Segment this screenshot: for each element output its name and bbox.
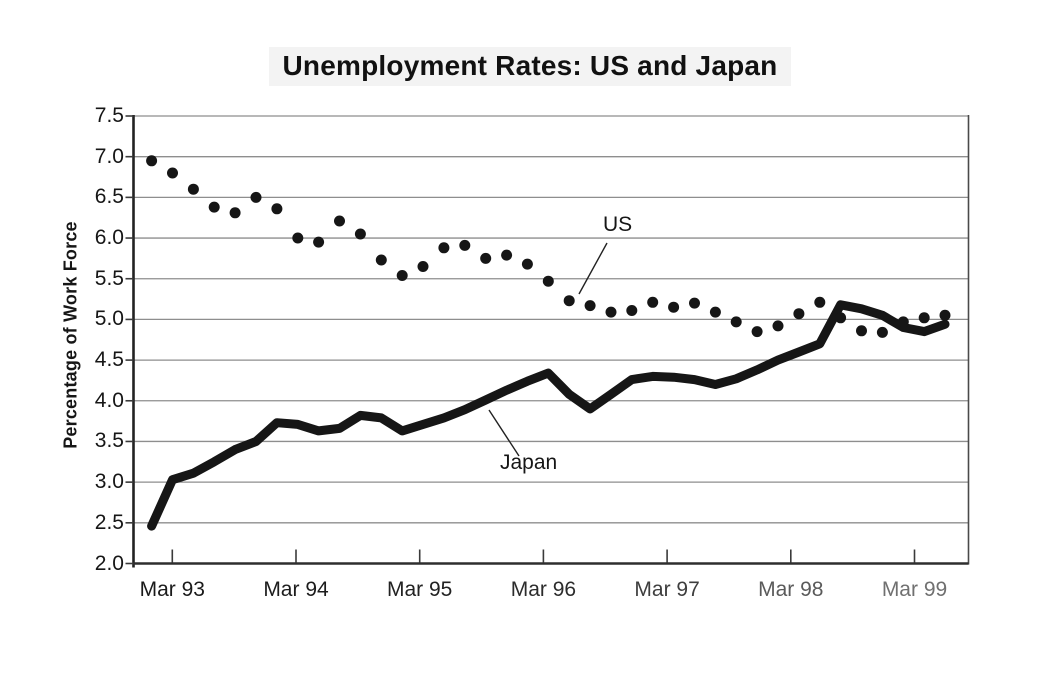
us-series-dot bbox=[563, 295, 575, 307]
y-tick-label: 4.5 bbox=[94, 348, 124, 372]
x-tick-label: Mar 98 bbox=[758, 578, 824, 601]
us-series-dot bbox=[709, 306, 721, 318]
us-series-dot bbox=[668, 301, 680, 313]
y-tick-label: 2.0 bbox=[94, 551, 124, 575]
us-series-dot bbox=[772, 320, 784, 332]
us-series-dot bbox=[897, 316, 909, 328]
us-series-dot bbox=[542, 275, 554, 287]
x-tick-label: Mar 95 bbox=[387, 578, 453, 601]
us-series-dot bbox=[835, 312, 847, 324]
us-series-dot bbox=[856, 325, 867, 337]
us-series-dot bbox=[876, 326, 888, 338]
us-series-dot bbox=[375, 254, 387, 266]
japan-leader-line bbox=[488, 409, 520, 457]
us-series-dot bbox=[480, 252, 492, 264]
y-tick-label: 3.5 bbox=[94, 429, 124, 453]
us-series-dot bbox=[438, 242, 450, 254]
y-tick-label: 6.5 bbox=[94, 185, 124, 209]
us-series-dot bbox=[146, 155, 158, 167]
x-tick-label: Mar 97 bbox=[634, 578, 700, 601]
us-series-dot bbox=[167, 167, 178, 179]
us-series-dot bbox=[939, 309, 951, 321]
y-tick-label: 3.0 bbox=[94, 470, 124, 494]
us-series-dot bbox=[689, 297, 700, 309]
us-series-dot bbox=[793, 308, 805, 320]
us-series-dot bbox=[313, 236, 325, 248]
us-series-dot bbox=[626, 305, 638, 316]
us-series-dot bbox=[501, 249, 513, 261]
us-series-dot bbox=[605, 306, 617, 318]
y-tick-label: 7.5 bbox=[94, 104, 124, 127]
us-series-dot bbox=[354, 228, 366, 240]
us-series-dot bbox=[229, 207, 241, 219]
y-tick-label: 5.0 bbox=[94, 307, 124, 331]
y-tick-label: 6.0 bbox=[94, 226, 124, 250]
us-series-dot bbox=[187, 183, 199, 195]
us-series-label: US bbox=[603, 213, 633, 236]
y-tick-label: 5.5 bbox=[94, 266, 124, 290]
y-tick-label: 4.0 bbox=[94, 388, 124, 412]
us-series-dot bbox=[271, 203, 283, 215]
us-series-dot bbox=[918, 312, 930, 324]
us-leader-line bbox=[578, 242, 608, 295]
chart-title-text: Unemployment Rates: US and Japan bbox=[268, 47, 792, 86]
us-series-dot bbox=[417, 261, 429, 272]
japan-series-line bbox=[147, 300, 950, 531]
us-series-dot bbox=[334, 215, 345, 227]
us-series-dot bbox=[459, 239, 471, 251]
x-tick-label: Mar 99 bbox=[881, 578, 948, 601]
us-series-dot bbox=[292, 232, 304, 244]
us-series-dot bbox=[751, 326, 763, 338]
us-series-dot bbox=[584, 300, 596, 312]
x-tick-label: Mar 94 bbox=[263, 578, 329, 601]
us-series-dot bbox=[814, 296, 826, 308]
us-series-dot bbox=[208, 201, 220, 213]
x-tick-label: Mar 93 bbox=[139, 578, 205, 601]
y-tick-label: 2.5 bbox=[94, 510, 124, 534]
us-series-dot bbox=[730, 316, 742, 328]
chart-title: Unemployment Rates: US and Japan bbox=[0, 47, 1060, 86]
japan-series-label: Japan bbox=[500, 451, 558, 474]
us-series-dot bbox=[647, 296, 659, 308]
us-series-dot bbox=[250, 191, 262, 203]
y-tick-label: 7.0 bbox=[94, 144, 124, 168]
us-series-dot bbox=[521, 258, 533, 270]
us-series-dot bbox=[396, 270, 408, 281]
x-tick-label: Mar 96 bbox=[510, 578, 577, 601]
